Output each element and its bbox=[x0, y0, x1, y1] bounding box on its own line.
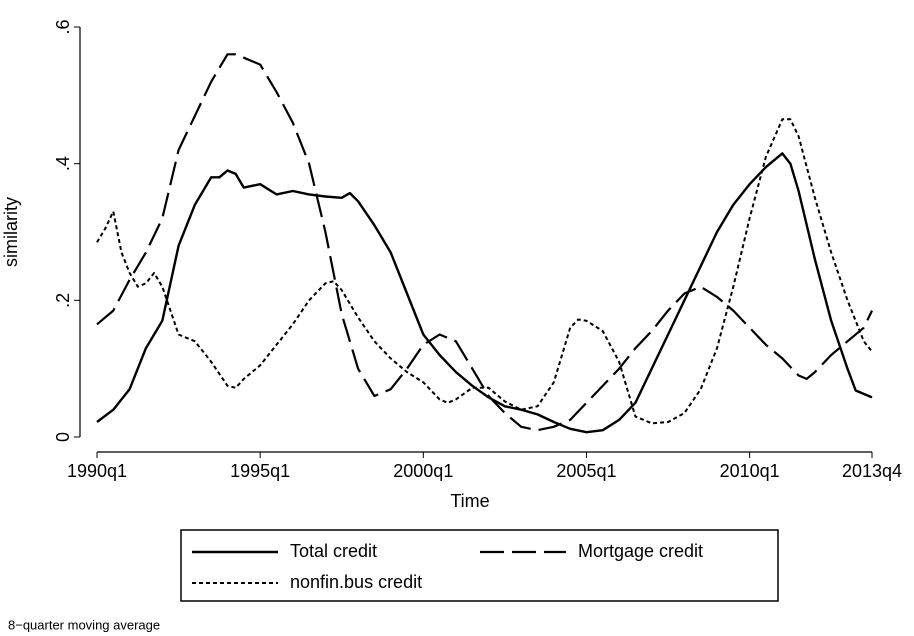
x-tick-label: 2013q4 bbox=[842, 461, 902, 481]
x-axis-title: Time bbox=[450, 491, 489, 511]
legend-label: Total credit bbox=[290, 541, 377, 561]
series-line bbox=[96, 152, 873, 434]
x-tick-label: 1990q1 bbox=[67, 461, 127, 481]
note: 8−quarter moving average bbox=[8, 617, 160, 632]
y-tick-label: .4 bbox=[53, 156, 73, 171]
y-tick-label: .6 bbox=[53, 19, 73, 34]
y-tick-label: 0 bbox=[53, 432, 73, 442]
x-tick-label: 2000q1 bbox=[393, 461, 453, 481]
y-axis-title: similarity bbox=[1, 197, 21, 267]
legend-label: Mortgage credit bbox=[578, 541, 703, 561]
x-tick-label: 2010q1 bbox=[720, 461, 780, 481]
x-tick-label: 2005q1 bbox=[556, 461, 616, 481]
legend-box bbox=[180, 529, 779, 602]
series-line bbox=[96, 118, 873, 425]
legend-label: nonfin.bus credit bbox=[290, 572, 422, 592]
series-line bbox=[96, 53, 873, 432]
y-tick-label: .2 bbox=[53, 293, 73, 308]
x-tick-label: 1995q1 bbox=[230, 461, 290, 481]
